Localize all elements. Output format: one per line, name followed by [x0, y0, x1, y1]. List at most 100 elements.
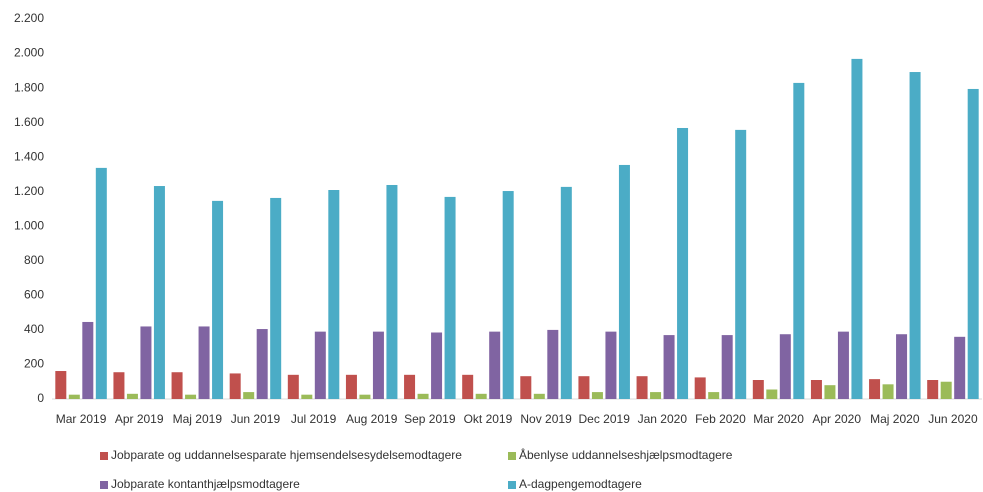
x-tick-label: Jul 2019 — [291, 412, 337, 426]
legend-swatch — [100, 452, 108, 460]
bar — [243, 392, 255, 399]
bar — [444, 196, 456, 399]
bar — [708, 392, 720, 399]
y-tick-label: 1.400 — [14, 149, 44, 163]
bar — [229, 373, 241, 399]
bar — [954, 336, 966, 399]
bar — [752, 380, 764, 399]
x-tick-label: Jan 2020 — [638, 412, 688, 426]
y-tick-label: 1.200 — [14, 184, 44, 198]
y-tick-label: 600 — [24, 288, 44, 302]
x-tick-label: Jun 2019 — [231, 412, 281, 426]
bar — [431, 332, 443, 399]
bar — [212, 200, 224, 399]
bar — [650, 392, 662, 399]
bar — [851, 58, 863, 400]
x-tick-label: Feb 2020 — [695, 412, 746, 426]
bar — [677, 127, 689, 399]
bar — [869, 379, 881, 399]
bar — [560, 186, 572, 399]
bar — [55, 371, 67, 399]
bar — [475, 393, 487, 399]
y-tick-label: 200 — [24, 357, 44, 371]
bar — [140, 326, 152, 399]
bar — [489, 331, 501, 399]
legend-label: A-dagpengemodtagere — [519, 477, 642, 491]
bar — [417, 393, 429, 399]
legend-swatch — [100, 481, 108, 489]
x-tick-label: Mar 2019 — [56, 412, 107, 426]
bar — [837, 331, 849, 399]
x-tick-label: Jun 2020 — [928, 412, 978, 426]
bar — [533, 393, 545, 399]
y-tick-label: 2.000 — [14, 46, 44, 60]
y-tick-label: 0 — [37, 391, 44, 405]
bar — [185, 394, 197, 399]
bar — [896, 334, 908, 399]
bar — [779, 334, 791, 399]
bar — [82, 321, 94, 399]
bar — [126, 393, 138, 399]
x-tick-label: Okt 2019 — [464, 412, 513, 426]
legend-label: Jobparate og uddannelsesparate hjemsende… — [111, 448, 462, 462]
bar — [328, 190, 340, 399]
bar — [618, 164, 630, 399]
bar — [520, 376, 532, 399]
x-tick-label: Apr 2020 — [812, 412, 861, 426]
y-tick-label: 400 — [24, 322, 44, 336]
bar — [502, 191, 514, 399]
bar — [909, 72, 921, 399]
bar — [359, 394, 371, 399]
bar — [171, 372, 183, 399]
bar — [663, 335, 675, 399]
x-tick-label: Maj 2020 — [870, 412, 920, 426]
bar — [721, 335, 733, 399]
bar — [198, 326, 210, 399]
bar — [547, 329, 559, 399]
bar — [824, 385, 836, 399]
bar — [113, 372, 125, 399]
x-tick-label: Dec 2019 — [579, 412, 631, 426]
bar — [578, 376, 590, 399]
bar — [882, 384, 894, 399]
y-tick-label: 1.800 — [14, 80, 44, 94]
bar — [301, 394, 313, 399]
y-tick-label: 2.200 — [14, 11, 44, 25]
bar — [68, 394, 80, 399]
bar — [372, 331, 384, 399]
bar — [462, 374, 474, 399]
legend-label: Jobparate kontanthjælpsmodtagere — [111, 477, 300, 491]
x-tick-label: Apr 2019 — [115, 412, 164, 426]
bar — [793, 82, 805, 399]
bar — [95, 167, 107, 399]
y-tick-label: 1.000 — [14, 218, 44, 232]
x-tick-label: Mar 2020 — [753, 412, 804, 426]
bar — [404, 374, 416, 399]
bar — [735, 129, 747, 399]
bar — [766, 389, 778, 399]
x-tick-label: Nov 2019 — [520, 412, 572, 426]
bar — [810, 380, 822, 399]
bar — [591, 392, 603, 399]
bar — [314, 331, 326, 399]
bar — [153, 186, 165, 399]
x-tick-label: Sep 2019 — [404, 412, 456, 426]
bar — [270, 197, 282, 399]
x-tick-label: Aug 2019 — [346, 412, 398, 426]
y-tick-label: 800 — [24, 253, 44, 267]
bar — [636, 376, 648, 399]
bar — [287, 374, 299, 399]
legend-swatch — [508, 481, 516, 489]
legend-swatch — [508, 452, 516, 460]
bar — [927, 380, 939, 399]
bar — [345, 374, 357, 399]
y-tick-label: 1.600 — [14, 115, 44, 129]
bar — [605, 331, 617, 399]
bar — [694, 377, 706, 399]
bar — [386, 184, 398, 399]
x-tick-label: Maj 2019 — [173, 412, 223, 426]
legend-label: Åbenlyse uddannelseshjælpsmodtagere — [519, 447, 733, 462]
bar — [967, 88, 979, 400]
bar — [940, 381, 952, 399]
